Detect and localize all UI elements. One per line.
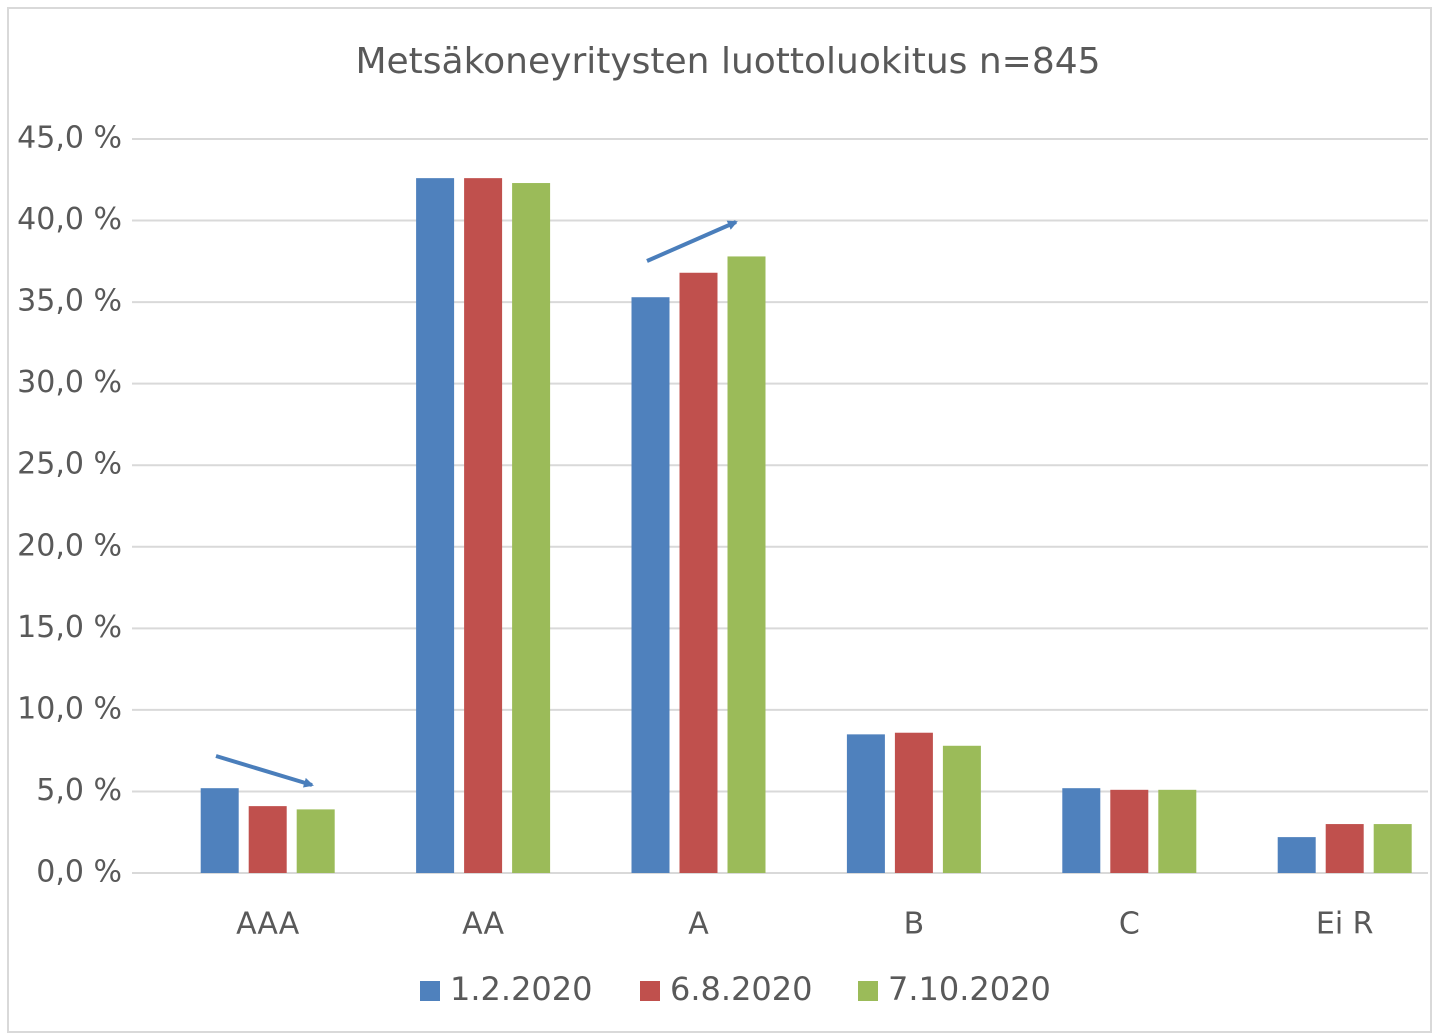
bar [1277, 837, 1316, 873]
legend-swatch [420, 981, 440, 1001]
x-tick-label: C [1119, 907, 1140, 942]
x-tick-label: Ei R [1316, 907, 1374, 942]
bar [1062, 788, 1101, 873]
bar [1373, 824, 1412, 873]
y-tick-label: 45,0 % [17, 121, 122, 156]
chart-title: Metsäkoneyritysten luottoluokitus n=845 [355, 41, 1100, 82]
y-tick-label: 10,0 % [17, 691, 122, 726]
y-tick-label: 15,0 % [17, 610, 122, 645]
y-tick-label: 0,0 % [36, 855, 122, 890]
legend-label: 7.10.2020 [888, 970, 1051, 1008]
bar [1158, 789, 1197, 873]
legend-label: 1.2.2020 [450, 970, 593, 1008]
bar [248, 806, 287, 873]
bar [727, 256, 766, 873]
y-tick-label: 20,0 % [17, 528, 122, 563]
y-tick-label: 25,0 % [17, 447, 122, 482]
y-tick-label: 5,0 % [36, 773, 122, 808]
bar [296, 809, 335, 873]
legend-swatch [640, 981, 660, 1001]
legend-swatch [858, 981, 878, 1001]
x-tick-label: AA [462, 907, 504, 942]
y-tick-label: 30,0 % [17, 365, 122, 400]
trend-arrow [215, 754, 314, 788]
bar [942, 745, 981, 873]
bar [679, 272, 718, 873]
bar [464, 178, 503, 873]
plot: 0,0 % 5,0 % 10,0 % 15,0 % 20,0 % 25,0 % 30,0 %… [17, 121, 1428, 1008]
x-tick-label: AAA [236, 907, 300, 942]
bar [846, 734, 885, 873]
x-tick-label: B [904, 907, 925, 942]
legend-label: 6.8.2020 [670, 970, 813, 1008]
bar [512, 183, 551, 874]
bar [1110, 789, 1149, 873]
bar [1325, 824, 1364, 873]
bar [416, 178, 455, 873]
x-tick-label: A [688, 907, 709, 942]
bar [894, 732, 933, 873]
bar [200, 788, 239, 873]
y-tick-label: 40,0 % [17, 202, 122, 237]
y-tick-label: 35,0 % [17, 284, 122, 319]
trend-arrow [646, 220, 738, 263]
chart-frame [7, 7, 1432, 1033]
bar [631, 297, 670, 873]
